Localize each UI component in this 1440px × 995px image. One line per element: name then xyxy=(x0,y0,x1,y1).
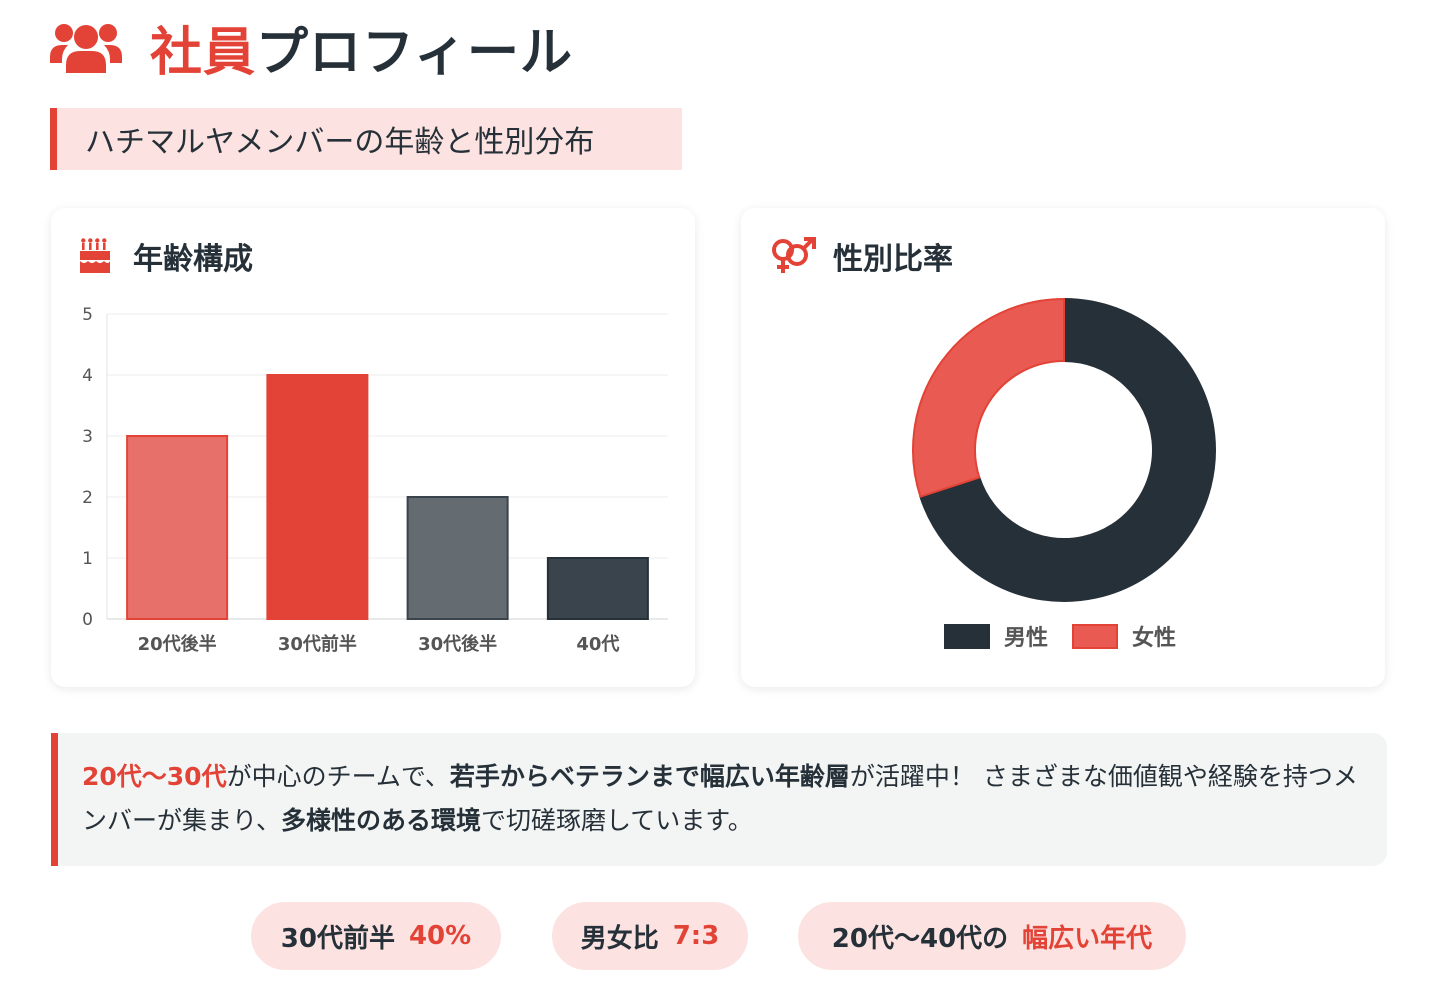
y-tick-label: 3 xyxy=(82,427,93,447)
gender-card-header: 性別比率 xyxy=(769,234,953,278)
gender-legend: 男性 女性 xyxy=(944,620,1200,652)
gender-card-title: 性別比率 xyxy=(833,242,953,277)
x-tick-label: 40代 xyxy=(576,634,619,655)
stat-pill-ratio-label: 男女比 xyxy=(580,923,659,954)
page-title: 社員プロフィール xyxy=(150,10,573,85)
x-tick-label: 30代後半 xyxy=(418,633,497,655)
summary-note: 20代〜30代が中心のチームで、若手からベテランまで幅広い年齢層が活躍中！ さま… xyxy=(51,733,1387,866)
page-header: 社員プロフィール xyxy=(50,10,573,85)
note-text-2: が活躍中！ さまざまな価値観や経験を持つメンバーが集まり、 xyxy=(82,762,1358,835)
age-card-header: 年齢構成 xyxy=(79,234,253,278)
age-card: 0 1 2 3 4 5 20代後半 30代前半 30代後半 40代 年齢構成 xyxy=(51,208,695,687)
legend-swatch-male xyxy=(944,623,990,649)
page-subtitle: ハチマルヤメンバーの年齢と性別分布 xyxy=(50,108,682,170)
gender-icon xyxy=(772,237,816,273)
y-tick-label: 4 xyxy=(82,366,93,386)
x-tick-label: 30代前半 xyxy=(278,633,357,655)
legend-label-male: 男性 xyxy=(1004,626,1049,651)
stat-pill-ratio-value: 7:3 xyxy=(672,921,720,951)
stat-pill-range-label: 20代〜40代の xyxy=(831,923,1009,954)
gender-card: 性別比率 男性 女性 xyxy=(741,208,1385,687)
stat-pills: 30代前半 40% 男女比 7:3 20代〜40代の 幅広い年代 xyxy=(0,902,1440,970)
donut-slice xyxy=(912,297,1065,498)
legend-item-male: 男性 xyxy=(944,620,1048,652)
age-bar-chart: 0 1 2 3 4 5 20代後半 30代前半 30代後半 40代 xyxy=(82,305,668,655)
note-highlight-1: 若手からベテランまで幅広い年齢層 xyxy=(449,762,850,791)
birthday-cake-icon xyxy=(80,238,110,273)
x-tick-label: 20代後半 xyxy=(138,633,217,655)
y-tick-label: 0 xyxy=(82,610,93,630)
stat-pill-range: 20代〜40代の 幅広い年代 xyxy=(798,902,1186,970)
stat-pill-range-value: 幅広い年代 xyxy=(1022,923,1153,954)
bar xyxy=(266,374,369,620)
stat-pill-age-value: 40% xyxy=(408,921,472,951)
y-tick-label: 5 xyxy=(82,305,93,325)
age-card-title: 年齢構成 xyxy=(133,242,253,277)
y-tick-label: 1 xyxy=(82,549,93,569)
legend-swatch-female xyxy=(1072,623,1119,649)
donut-slice xyxy=(919,297,1216,602)
bar xyxy=(126,435,229,620)
note-highlight-2: 多様性のある環境 xyxy=(281,806,482,835)
users-icon xyxy=(50,24,122,73)
bar xyxy=(546,557,649,620)
note-text-1: が中心のチームで、 xyxy=(226,762,450,791)
stat-pill-age: 30代前半 40% xyxy=(251,902,501,970)
bar xyxy=(406,496,509,620)
title-accent: 社員 xyxy=(150,22,257,83)
y-tick-label: 2 xyxy=(82,488,93,508)
title-rest: プロフィール xyxy=(256,22,573,83)
legend-item-female: 女性 xyxy=(1072,620,1176,652)
note-age-range: 20代〜30代 xyxy=(82,762,227,791)
gender-donut-chart xyxy=(912,297,1216,602)
stat-pill-ratio: 男女比 7:3 xyxy=(552,902,748,970)
note-text-3: で切磋琢磨しています。 xyxy=(481,806,753,835)
legend-label-female: 女性 xyxy=(1132,626,1177,651)
stat-pill-age-label: 30代前半 xyxy=(280,923,395,954)
